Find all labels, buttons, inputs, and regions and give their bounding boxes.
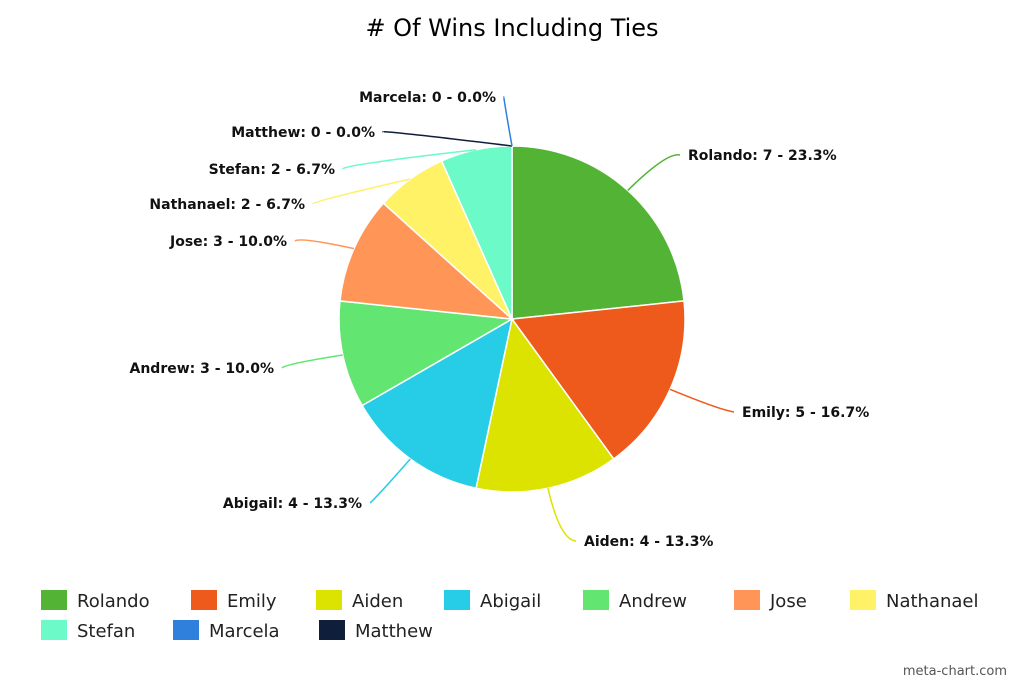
- legend-item-andrew[interactable]: Andrew: [583, 590, 687, 612]
- legend-swatch: [41, 620, 67, 640]
- leader-line-andrew: [281, 354, 343, 369]
- legend-item-abigail[interactable]: Abigail: [444, 590, 541, 612]
- legend-item-nathanael[interactable]: Nathanael: [850, 590, 979, 612]
- legend-label: Marcela: [209, 621, 280, 642]
- legend-label: Nathanael: [886, 591, 979, 612]
- slice-label-nathanael: Nathanael: 2 - 6.7%: [149, 197, 305, 213]
- slice-label-emily: Emily: 5 - 16.7%: [742, 405, 869, 421]
- legend-swatch: [319, 620, 345, 640]
- label-leader-lines: [281, 96, 735, 542]
- slice-label-matthew: Matthew: 0 - 0.0%: [231, 125, 375, 141]
- legend-swatch: [734, 590, 760, 610]
- leader-line-marcela: [503, 96, 513, 147]
- leader-line-jose: [294, 239, 355, 250]
- legend-item-aiden[interactable]: Aiden: [316, 590, 403, 612]
- legend-swatch: [173, 620, 199, 640]
- legend-label: Aiden: [352, 591, 403, 612]
- legend-swatch: [583, 590, 609, 610]
- legend-item-jose[interactable]: Jose: [734, 590, 807, 612]
- legend-swatch: [850, 590, 876, 610]
- slice-label-aiden: Aiden: 4 - 13.3%: [584, 534, 713, 550]
- pie-slice-emily: [510, 300, 686, 461]
- pie-slice-rolando: [511, 145, 685, 320]
- legend-item-rolando[interactable]: Rolando: [41, 590, 150, 612]
- pie-slice-jose: [339, 202, 515, 320]
- pie-slice-andrew: [338, 300, 515, 407]
- legend-swatch: [41, 590, 67, 610]
- legend-item-matthew[interactable]: Matthew: [319, 620, 433, 642]
- legend-swatch: [444, 590, 470, 610]
- legend-label: Abigail: [480, 591, 541, 612]
- slice-labels: Rolando: 7 - 23.3% Emily: 5 - 16.7% Aiden:…: [130, 90, 870, 550]
- leader-line-abigail: [369, 458, 411, 504]
- leader-line-aiden: [547, 488, 577, 542]
- slice-label-marcela: Marcela: 0 - 0.0%: [359, 90, 496, 106]
- legend-item-marcela[interactable]: Marcela: [173, 620, 280, 642]
- legend-label: Emily: [227, 591, 277, 612]
- leader-line-stefan: [342, 149, 477, 170]
- slice-label-andrew: Andrew: 3 - 10.0%: [130, 361, 275, 377]
- slice-label-jose: Jose: 3 - 10.0%: [169, 234, 287, 250]
- legend-label: Andrew: [619, 591, 687, 612]
- legend-swatch: [191, 590, 217, 610]
- leader-line-matthew: [382, 131, 513, 147]
- legend-label: Matthew: [355, 621, 433, 642]
- slice-label-abigail: Abigail: 4 - 13.3%: [223, 496, 362, 512]
- leader-line-nathanael: [312, 178, 411, 205]
- leader-line-emily: [669, 388, 735, 413]
- legend-label: Stefan: [77, 621, 135, 642]
- chart-title: # Of Wins Including Ties: [365, 14, 658, 42]
- legend-swatch: [316, 590, 342, 610]
- pie-slices: [338, 145, 686, 493]
- legend-label: Rolando: [77, 591, 150, 612]
- legend-item-emily[interactable]: Emily: [191, 590, 277, 612]
- credit-text: meta-chart.com: [903, 664, 1007, 679]
- slice-label-stefan: Stefan: 2 - 6.7%: [209, 162, 335, 178]
- slice-label-rolando: Rolando: 7 - 23.3%: [688, 148, 837, 164]
- legend: Rolando Emily Aiden Abigail Andrew Jose Nathan…: [41, 590, 979, 642]
- legend-item-stefan[interactable]: Stefan: [41, 620, 135, 642]
- legend-label: Jose: [769, 591, 807, 612]
- leader-line-rolando: [627, 154, 681, 191]
